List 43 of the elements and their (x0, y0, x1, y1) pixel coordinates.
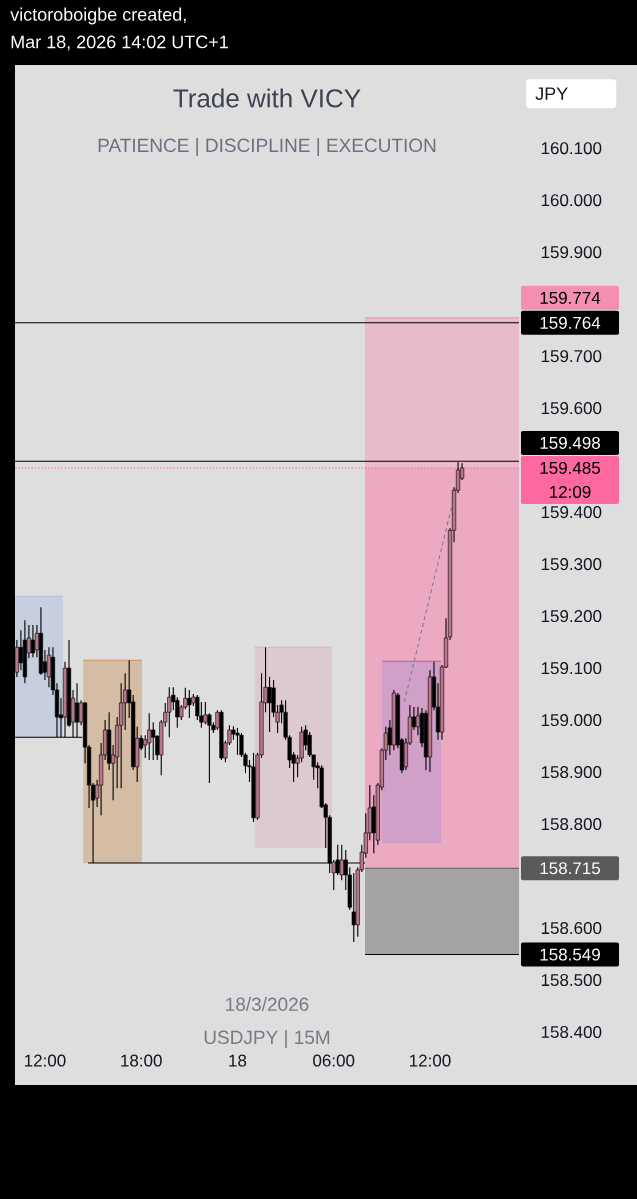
y-tick-label: 158.900 (541, 766, 602, 779)
y-axis-title: JPY (535, 87, 568, 100)
y-tick-label: 158.800 (541, 818, 602, 831)
series-label: 158.715 (540, 862, 600, 875)
y-tick-label: 159.000 (541, 714, 602, 727)
x-tick-label: 06:00 (313, 1054, 355, 1067)
text: Trade with VICY (173, 88, 361, 108)
x-tick-label: 12:00 (24, 1054, 66, 1067)
candlestick (339, 844, 344, 881)
series-label: 158.549 (540, 948, 600, 961)
y-tick-label: 159.300 (541, 558, 602, 571)
y-tick-label: 159.700 (541, 350, 602, 363)
y-tick-label: 158.500 (541, 974, 602, 987)
candlestick (267, 676, 272, 733)
x-tick-label: 18:00 (121, 1054, 162, 1067)
y-tick-label: 158.600 (541, 922, 602, 935)
annotation: 18/3/2026 (226, 997, 309, 1011)
candlestick (235, 727, 240, 756)
candlestick (203, 701, 208, 725)
text: PATIENCE | DISCIPLINE | EXECUTION (98, 138, 436, 156)
text: Mar 18, 2026 14:02 UTC+1 (11, 35, 228, 51)
x-tick-label: 18 (229, 1054, 247, 1067)
text: 12:09 (550, 485, 591, 498)
y-tick-label: 159.400 (541, 506, 602, 519)
y-tick-label: 160.100 (541, 142, 602, 155)
candlestick (167, 686, 172, 738)
candlestick (351, 872, 356, 943)
candlestick (147, 712, 152, 761)
series-label: 159.774 (540, 291, 601, 304)
text: victoroboigbe created, (10, 7, 186, 25)
y-tick-label: 159.900 (541, 246, 602, 259)
y-tick-label: 158.400 (541, 1025, 602, 1039)
series-label: 159.485 (540, 461, 600, 474)
ref-line-label: 159.764 (540, 316, 601, 329)
y-tick-label: 160.000 (541, 194, 602, 207)
y-tick-label: 159.600 (541, 402, 602, 415)
annotation: USDJPY | 15M (204, 1030, 330, 1048)
candlestick (30, 624, 35, 658)
candlestick (151, 721, 156, 761)
ref-line-label: 159.498 (540, 436, 600, 449)
y-tick-label: 159.200 (541, 610, 602, 623)
x-tick-label: 12:00 (410, 1054, 451, 1067)
y-tick-label: 159.100 (541, 662, 602, 675)
